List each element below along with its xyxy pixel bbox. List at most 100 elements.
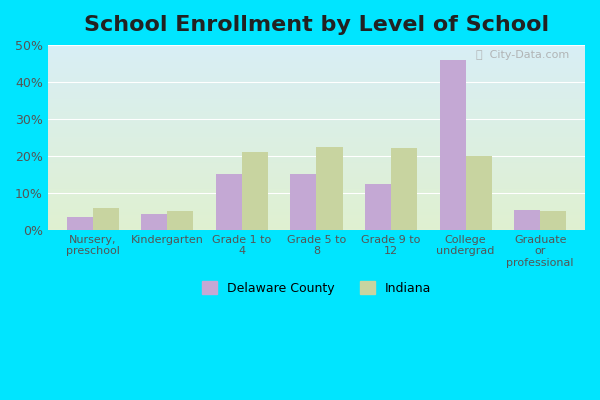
Bar: [48, 63, 585, 65]
Bar: [48, 141, 585, 143]
Bar: [48, 121, 585, 122]
Bar: [48, 80, 585, 82]
Bar: [48, 206, 585, 208]
Bar: [48, 52, 585, 54]
Bar: [48, 174, 585, 176]
Bar: [48, 65, 585, 67]
Legend: Delaware County, Indiana: Delaware County, Indiana: [196, 275, 437, 301]
Bar: [48, 128, 585, 130]
Bar: [48, 172, 585, 174]
Bar: [48, 69, 585, 71]
Bar: [48, 224, 585, 226]
Bar: [67, 217, 92, 230]
Bar: [48, 95, 585, 97]
Bar: [48, 154, 585, 156]
Bar: [48, 163, 585, 165]
Bar: [48, 115, 585, 117]
Bar: [48, 169, 585, 171]
Bar: [48, 67, 585, 69]
Bar: [48, 193, 585, 195]
Bar: [48, 156, 585, 158]
Bar: [141, 214, 167, 230]
Bar: [48, 180, 585, 182]
Bar: [48, 136, 585, 137]
Bar: [167, 211, 193, 230]
Bar: [48, 211, 585, 213]
Bar: [48, 88, 585, 89]
Bar: [48, 132, 585, 134]
Bar: [48, 221, 585, 222]
Bar: [48, 186, 585, 187]
Bar: [48, 158, 585, 160]
Bar: [48, 48, 585, 50]
Bar: [48, 145, 585, 147]
Bar: [48, 139, 585, 141]
Bar: [48, 54, 585, 56]
Bar: [48, 228, 585, 230]
Bar: [48, 222, 585, 224]
Bar: [48, 100, 585, 102]
Bar: [48, 97, 585, 98]
Bar: [48, 137, 585, 139]
Bar: [48, 195, 585, 196]
Bar: [440, 60, 466, 230]
Bar: [48, 178, 585, 180]
Bar: [48, 147, 585, 148]
Bar: [48, 104, 585, 106]
Bar: [48, 112, 585, 113]
Bar: [48, 89, 585, 91]
Bar: [48, 50, 585, 52]
Bar: [48, 160, 585, 162]
Bar: [48, 213, 585, 215]
Bar: [48, 91, 585, 93]
Bar: [48, 76, 585, 78]
Bar: [48, 187, 585, 189]
Bar: [290, 174, 316, 230]
Bar: [48, 226, 585, 228]
Bar: [48, 119, 585, 121]
Bar: [48, 82, 585, 84]
Bar: [48, 217, 585, 219]
Bar: [48, 189, 585, 191]
Bar: [48, 93, 585, 95]
Bar: [48, 78, 585, 80]
Bar: [514, 210, 540, 230]
Bar: [365, 184, 391, 230]
Bar: [242, 152, 268, 230]
Bar: [48, 45, 585, 47]
Bar: [48, 106, 585, 108]
Bar: [48, 62, 585, 63]
Bar: [48, 204, 585, 206]
Bar: [48, 191, 585, 193]
Bar: [48, 208, 585, 210]
Bar: [48, 113, 585, 115]
Bar: [48, 117, 585, 119]
Bar: [48, 200, 585, 202]
Bar: [48, 182, 585, 184]
Bar: [48, 73, 585, 74]
Bar: [316, 147, 343, 230]
Bar: [48, 130, 585, 132]
Bar: [48, 215, 585, 217]
Bar: [48, 219, 585, 221]
Bar: [48, 102, 585, 104]
Bar: [48, 71, 585, 73]
Bar: [466, 156, 492, 230]
Text: ⓘ  City-Data.com: ⓘ City-Data.com: [476, 50, 569, 60]
Bar: [48, 176, 585, 178]
Bar: [48, 134, 585, 136]
Bar: [540, 211, 566, 230]
Bar: [48, 152, 585, 154]
Bar: [48, 58, 585, 60]
Bar: [48, 74, 585, 76]
Bar: [48, 148, 585, 150]
Bar: [48, 143, 585, 145]
Bar: [48, 184, 585, 186]
Bar: [48, 122, 585, 124]
Bar: [48, 98, 585, 100]
Bar: [48, 202, 585, 204]
Bar: [48, 84, 585, 86]
Bar: [48, 167, 585, 169]
Bar: [48, 150, 585, 152]
Bar: [92, 208, 119, 230]
